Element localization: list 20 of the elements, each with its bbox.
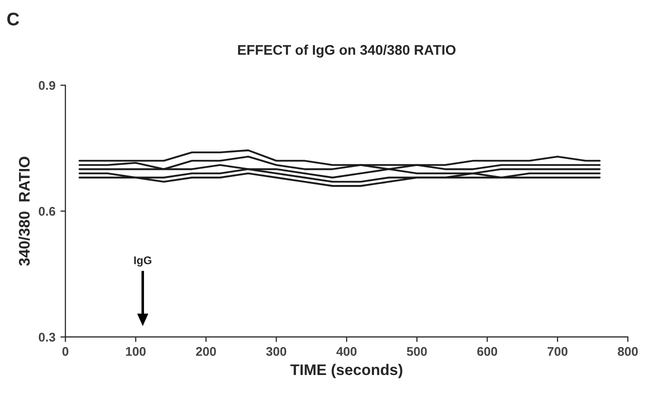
x-tick-label: 300 [266, 347, 286, 356]
x-tick-label: 500 [406, 347, 427, 356]
y-tick-label: 0.9 [38, 81, 56, 90]
annotation: IgG [134, 256, 152, 266]
line-series [78, 168, 601, 183]
x-tick-label: 700 [548, 347, 568, 356]
x-tick-label: 400 [336, 347, 357, 356]
y-tick-label: 0.3 [38, 332, 56, 342]
x-tick-label: 100 [126, 347, 146, 356]
line-series [78, 172, 601, 187]
y-tick-label: 0.6 [38, 206, 56, 216]
x-tick-label: 200 [196, 347, 216, 356]
x-tick-label: 600 [477, 347, 498, 356]
x-tick-label: 0 [62, 347, 68, 356]
x-tick-label: 800 [618, 347, 638, 356]
line-series [78, 149, 601, 166]
y-axis-title: 340/380 RATIO [18, 156, 30, 266]
x-axis-title: TIME (seconds) [290, 364, 402, 378]
chart-title: EFFECT of IgG on 340/380 RATIO [238, 44, 456, 58]
text: C [7, 12, 20, 26]
